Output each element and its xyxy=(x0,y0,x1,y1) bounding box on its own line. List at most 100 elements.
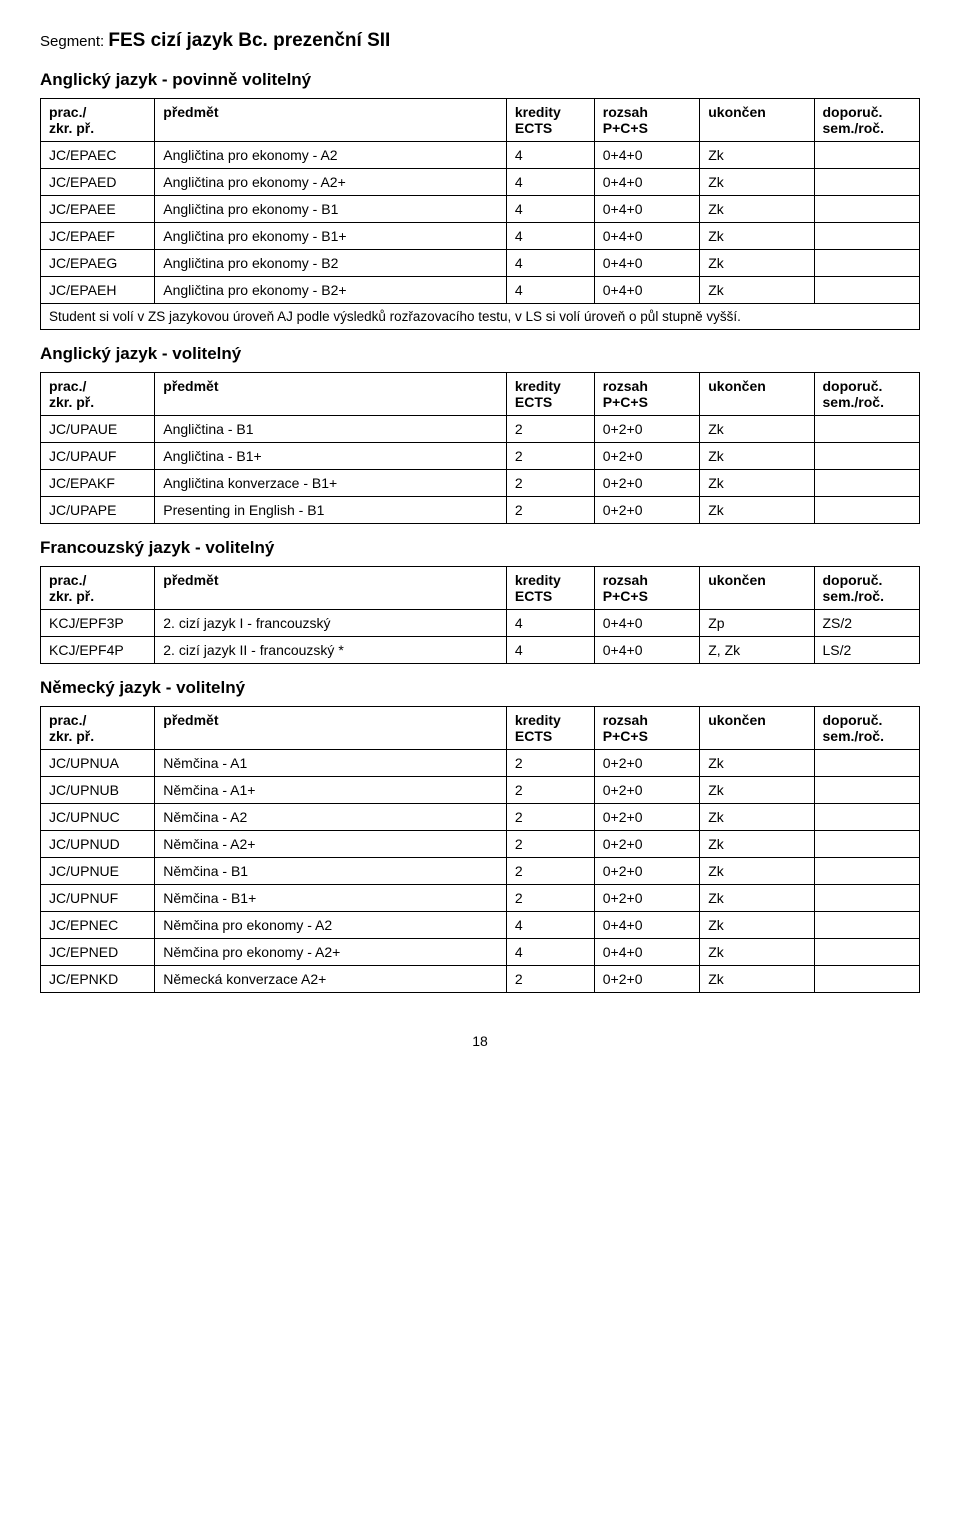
cell-ukoncen: Zk xyxy=(700,750,814,777)
cell-kredity: 4 xyxy=(506,250,594,277)
cell-code: JC/UPNUF xyxy=(41,885,155,912)
cell-predmet: Angličtina pro ekonomy - B2 xyxy=(155,250,507,277)
cell-kredity: 4 xyxy=(506,142,594,169)
cell-kredity: 4 xyxy=(506,610,594,637)
cell-code: JC/UPNUD xyxy=(41,831,155,858)
header-predmet: předmět xyxy=(155,373,507,416)
cell-rozsah: 0+4+0 xyxy=(594,169,699,196)
table-row: JC/UPNUBNěmčina - A1+20+2+0Zk xyxy=(41,777,920,804)
cell-predmet: Angličtina pro ekonomy - A2+ xyxy=(155,169,507,196)
cell-code: KCJ/EPF4P xyxy=(41,637,155,664)
cell-doporuc xyxy=(814,885,920,912)
cell-kredity: 2 xyxy=(506,416,594,443)
course-table: prac./zkr. př.předmětkredityECTSrozsahP+… xyxy=(40,372,920,524)
table-row: JC/UPNUCNěmčina - A220+2+0Zk xyxy=(41,804,920,831)
cell-predmet: Angličtina - B1+ xyxy=(155,443,507,470)
cell-ukoncen: Zk xyxy=(700,223,814,250)
cell-rozsah: 0+4+0 xyxy=(594,196,699,223)
cell-kredity: 2 xyxy=(506,750,594,777)
cell-doporuc xyxy=(814,804,920,831)
header-kredity: kredityECTS xyxy=(506,707,594,750)
cell-ukoncen: Zp xyxy=(700,610,814,637)
table-row: JC/UPNUFNěmčina - B1+20+2+0Zk xyxy=(41,885,920,912)
cell-code: JC/UPAUF xyxy=(41,443,155,470)
table-row: JC/UPAUFAngličtina - B1+20+2+0Zk xyxy=(41,443,920,470)
section-title: Anglický jazyk - volitelný xyxy=(40,344,920,364)
cell-doporuc xyxy=(814,777,920,804)
section-title: Francouzský jazyk - volitelný xyxy=(40,538,920,558)
cell-ukoncen: Zk xyxy=(700,777,814,804)
header-ukoncen: ukončen xyxy=(700,707,814,750)
cell-ukoncen: Zk xyxy=(700,169,814,196)
section-title: Německý jazyk - volitelný xyxy=(40,678,920,698)
table-row: JC/EPAEGAngličtina pro ekonomy - B240+4+… xyxy=(41,250,920,277)
cell-code: JC/UPAUE xyxy=(41,416,155,443)
cell-rozsah: 0+2+0 xyxy=(594,777,699,804)
cell-code: JC/UPNUA xyxy=(41,750,155,777)
cell-code: JC/EPAEE xyxy=(41,196,155,223)
header-doporuc: doporuč.sem./roč. xyxy=(814,373,920,416)
cell-kredity: 2 xyxy=(506,443,594,470)
header-kredity: kredityECTS xyxy=(506,99,594,142)
table-row: KCJ/EPF3P2. cizí jazyk I - francouzský40… xyxy=(41,610,920,637)
cell-kredity: 4 xyxy=(506,196,594,223)
header-code: prac./zkr. př. xyxy=(41,567,155,610)
cell-predmet: Němčina - B1+ xyxy=(155,885,507,912)
cell-predmet: Němčina - B1 xyxy=(155,858,507,885)
table-row: JC/UPNUANěmčina - A120+2+0Zk xyxy=(41,750,920,777)
cell-kredity: 4 xyxy=(506,277,594,304)
cell-rozsah: 0+4+0 xyxy=(594,637,699,664)
page-number: 18 xyxy=(40,1033,920,1049)
header-rozsah: rozsahP+C+S xyxy=(594,373,699,416)
cell-code: JC/UPNUE xyxy=(41,858,155,885)
cell-rozsah: 0+4+0 xyxy=(594,250,699,277)
cell-predmet: Němčina - A1+ xyxy=(155,777,507,804)
course-table: prac./zkr. př.předmětkredityECTSrozsahP+… xyxy=(40,566,920,664)
cell-rozsah: 0+2+0 xyxy=(594,966,699,993)
cell-code: JC/UPNUB xyxy=(41,777,155,804)
cell-ukoncen: Zk xyxy=(700,858,814,885)
header-doporuc: doporuč.sem./roč. xyxy=(814,567,920,610)
table-row: JC/EPNECNěmčina pro ekonomy - A240+4+0Zk xyxy=(41,912,920,939)
cell-predmet: Němčina - A2 xyxy=(155,804,507,831)
cell-code: JC/EPAED xyxy=(41,169,155,196)
cell-rozsah: 0+2+0 xyxy=(594,831,699,858)
cell-predmet: Angličtina konverzace - B1+ xyxy=(155,470,507,497)
table-row: JC/UPNUDNěmčina - A2+20+2+0Zk xyxy=(41,831,920,858)
cell-doporuc xyxy=(814,142,920,169)
cell-kredity: 4 xyxy=(506,637,594,664)
segment-value: FES cizí jazyk Bc. prezenční SII xyxy=(108,30,390,51)
cell-kredity: 2 xyxy=(506,470,594,497)
cell-code: JC/EPNEC xyxy=(41,912,155,939)
segment-line: Segment: FES cizí jazyk Bc. prezenční SI… xyxy=(40,30,920,52)
cell-predmet: Angličtina pro ekonomy - B2+ xyxy=(155,277,507,304)
cell-ukoncen: Zk xyxy=(700,142,814,169)
cell-predmet: 2. cizí jazyk I - francouzský xyxy=(155,610,507,637)
cell-rozsah: 0+2+0 xyxy=(594,443,699,470)
cell-ukoncen: Zk xyxy=(700,804,814,831)
cell-kredity: 2 xyxy=(506,831,594,858)
table-row: JC/EPAECAngličtina pro ekonomy - A240+4+… xyxy=(41,142,920,169)
table-row: KCJ/EPF4P2. cizí jazyk II - francouzský … xyxy=(41,637,920,664)
cell-doporuc xyxy=(814,939,920,966)
cell-doporuc xyxy=(814,831,920,858)
cell-predmet: Angličtina pro ekonomy - B1 xyxy=(155,196,507,223)
cell-doporuc xyxy=(814,277,920,304)
cell-predmet: 2. cizí jazyk II - francouzský * xyxy=(155,637,507,664)
cell-ukoncen: Zk xyxy=(700,885,814,912)
cell-doporuc: LS/2 xyxy=(814,637,920,664)
cell-kredity: 2 xyxy=(506,777,594,804)
cell-code: JC/EPAKF xyxy=(41,470,155,497)
header-rozsah: rozsahP+C+S xyxy=(594,567,699,610)
cell-predmet: Angličtina pro ekonomy - B1+ xyxy=(155,223,507,250)
table-row: JC/EPAEHAngličtina pro ekonomy - B2+40+4… xyxy=(41,277,920,304)
table-row: JC/EPAEDAngličtina pro ekonomy - A2+40+4… xyxy=(41,169,920,196)
header-predmet: předmět xyxy=(155,99,507,142)
cell-doporuc xyxy=(814,497,920,524)
cell-ukoncen: Zk xyxy=(700,277,814,304)
header-predmet: předmět xyxy=(155,707,507,750)
cell-ukoncen: Zk xyxy=(700,196,814,223)
cell-ukoncen: Zk xyxy=(700,966,814,993)
header-predmet: předmět xyxy=(155,567,507,610)
cell-code: JC/EPAEF xyxy=(41,223,155,250)
